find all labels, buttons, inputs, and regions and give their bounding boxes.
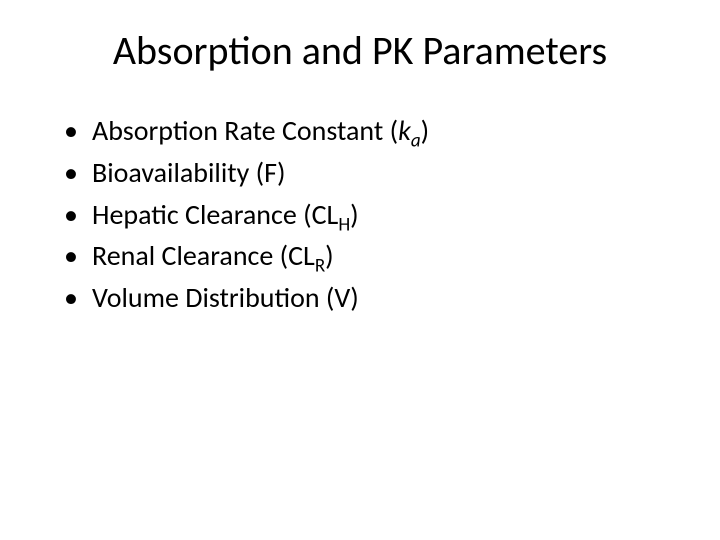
bullet-dot-icon: • bbox=[64, 112, 92, 150]
list-item: • Absorption Rate Constant (ka) bbox=[64, 112, 672, 154]
slide: Absorption and PK Parameters • Absorptio… bbox=[0, 0, 720, 540]
bullet-text: Bioavailability (F) bbox=[92, 154, 672, 192]
slide-title: Absorption and PK Parameters bbox=[48, 28, 672, 74]
bullet-dot-icon: • bbox=[64, 237, 92, 275]
list-item: • Volume Distribution (V) bbox=[64, 279, 672, 321]
bullet-dot-icon: • bbox=[64, 154, 92, 192]
bullet-text: Hepatic Clearance (CLH) bbox=[92, 196, 672, 234]
bullet-list: • Absorption Rate Constant (ka) • Bioava… bbox=[48, 112, 672, 321]
list-item: • Hepatic Clearance (CLH) bbox=[64, 196, 672, 238]
bullet-text: Absorption Rate Constant (ka) bbox=[92, 112, 672, 150]
list-item: • Bioavailability (F) bbox=[64, 154, 672, 196]
bullet-text: Volume Distribution (V) bbox=[92, 279, 672, 317]
bullet-text: Renal Clearance (CLR) bbox=[92, 237, 672, 275]
bullet-dot-icon: • bbox=[64, 196, 92, 234]
bullet-dot-icon: • bbox=[64, 279, 92, 317]
list-item: • Renal Clearance (CLR) bbox=[64, 237, 672, 279]
